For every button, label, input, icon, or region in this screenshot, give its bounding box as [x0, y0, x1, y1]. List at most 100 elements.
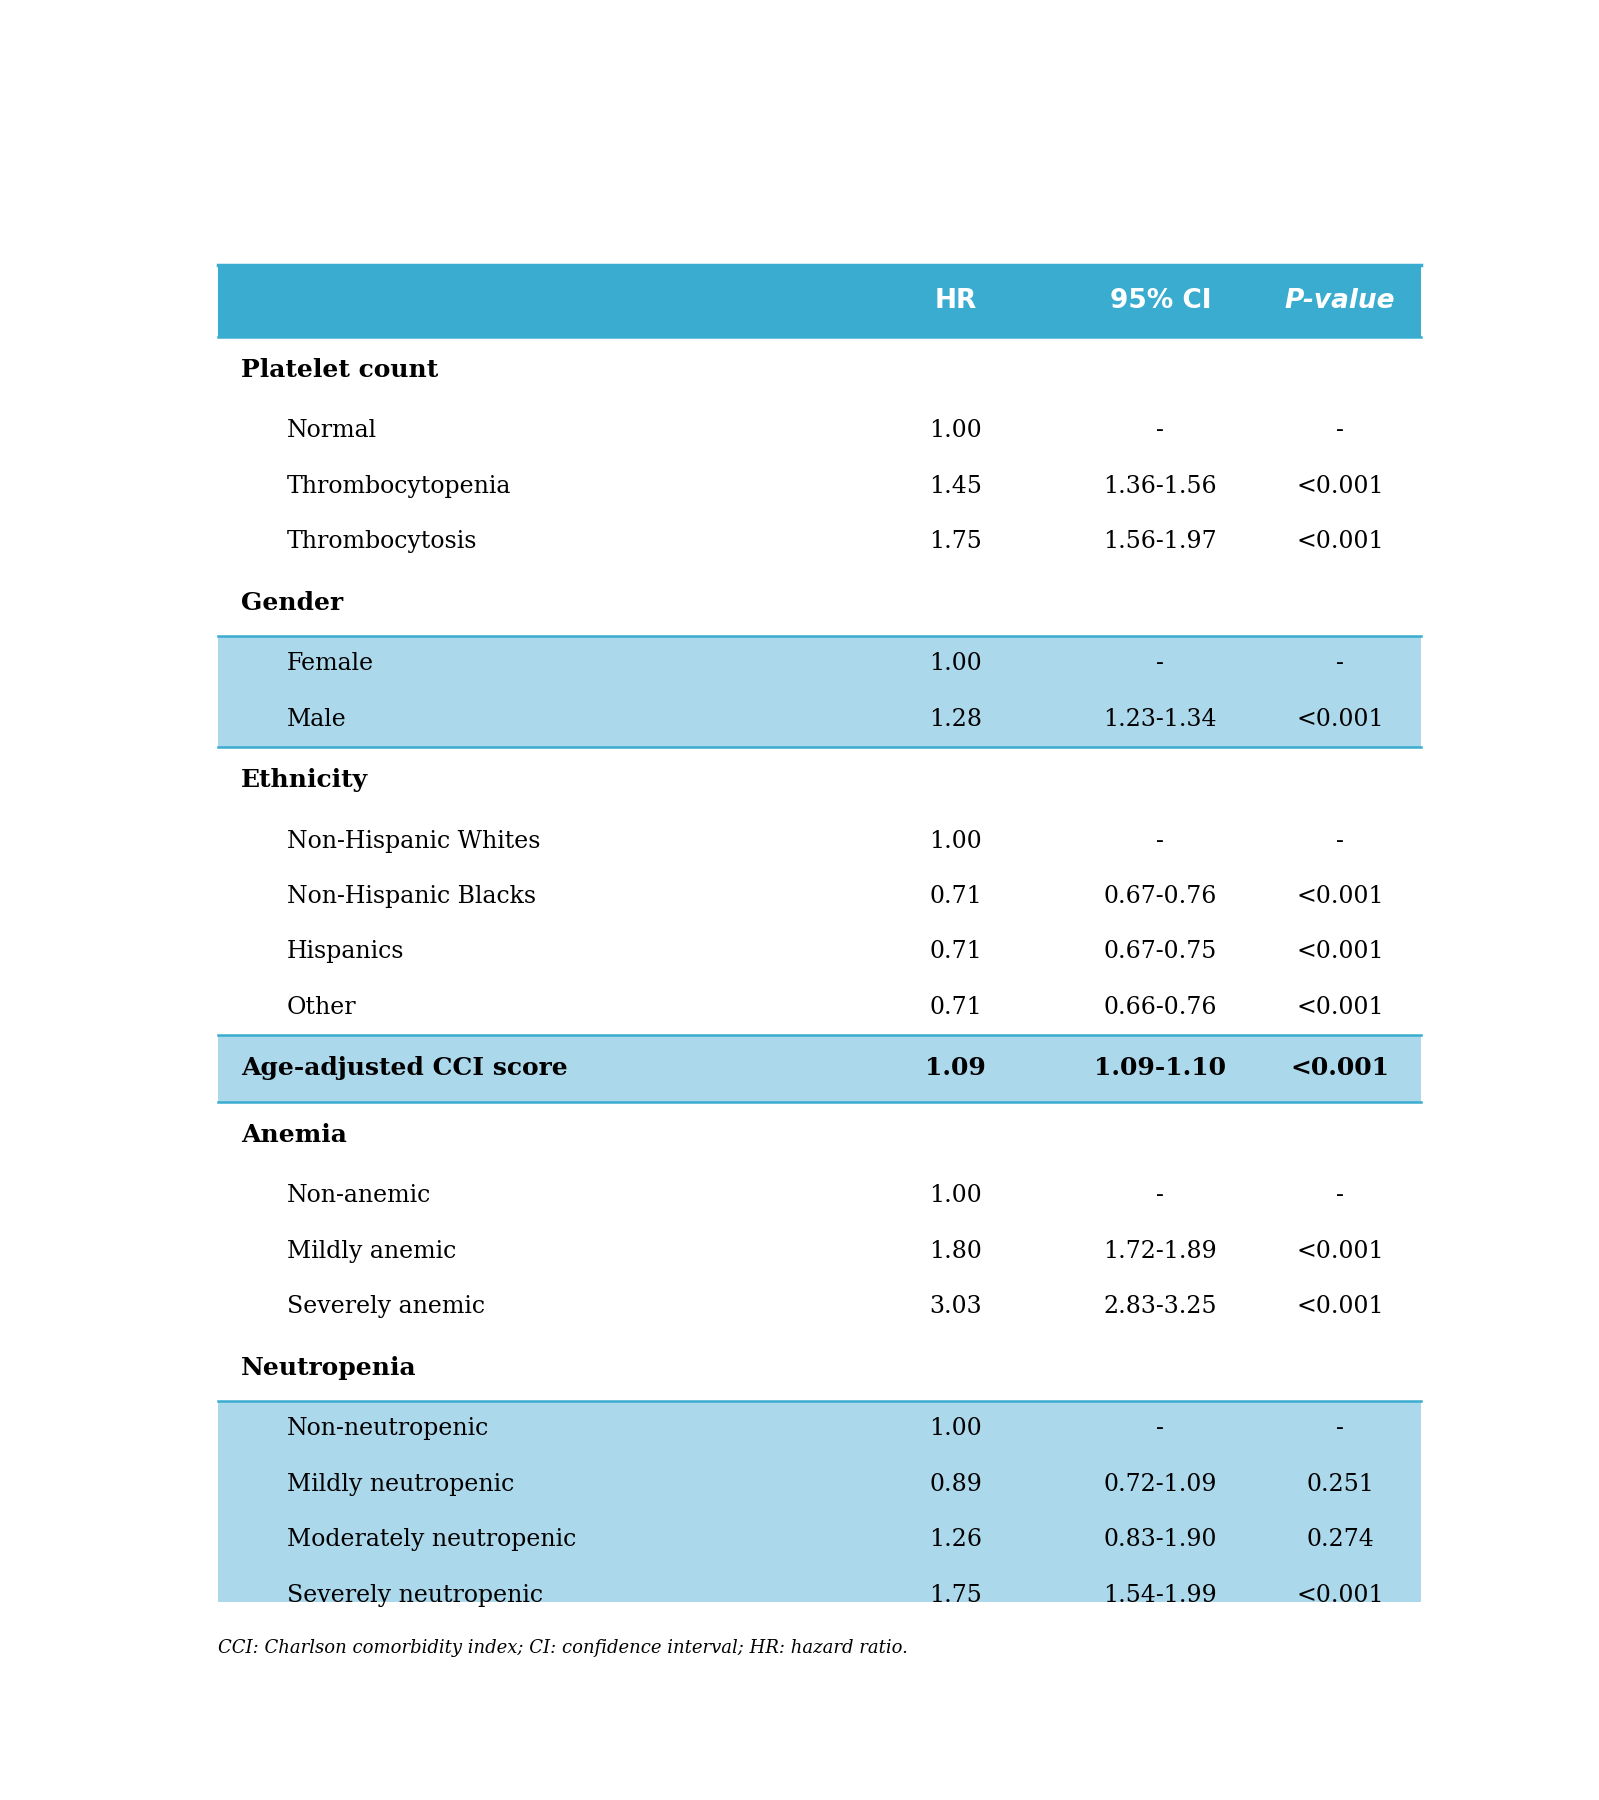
Text: CCI: Charlson comorbidity index; CI: confidence interval; HR: hazard ratio.: CCI: Charlson comorbidity index; CI: con… — [219, 1640, 908, 1658]
Bar — [219, 265, 1420, 337]
Text: 1.23-1.34: 1.23-1.34 — [1103, 707, 1217, 731]
Text: Anemia: Anemia — [241, 1123, 347, 1147]
Text: <0.001: <0.001 — [1297, 1240, 1383, 1264]
Text: Female: Female — [286, 652, 374, 675]
Text: 1.00: 1.00 — [929, 1417, 982, 1440]
Text: -: - — [1337, 1417, 1343, 1440]
Text: Hispanics: Hispanics — [286, 940, 405, 963]
Text: -: - — [1156, 830, 1164, 853]
Text: 0.89: 0.89 — [929, 1472, 982, 1496]
Text: 1.09-1.10: 1.09-1.10 — [1094, 1057, 1226, 1080]
Text: Non-anemic: Non-anemic — [286, 1184, 430, 1208]
Text: Normal: Normal — [286, 419, 377, 443]
Text: 1.56-1.97: 1.56-1.97 — [1103, 531, 1217, 553]
Text: -: - — [1337, 652, 1343, 675]
Text: Severely anemic: Severely anemic — [286, 1296, 484, 1318]
Text: -: - — [1337, 419, 1343, 443]
Text: <0.001: <0.001 — [1297, 707, 1383, 731]
Text: 1.09: 1.09 — [926, 1057, 987, 1080]
Text: -: - — [1156, 1417, 1164, 1440]
Bar — [219, 747, 1420, 814]
Bar — [219, 1280, 1420, 1334]
Text: <0.001: <0.001 — [1297, 886, 1383, 907]
Bar — [219, 337, 1420, 403]
Text: 1.26: 1.26 — [929, 1528, 982, 1552]
Text: Mildly neutropenic: Mildly neutropenic — [286, 1472, 513, 1496]
Bar — [219, 1224, 1420, 1280]
Text: <0.001: <0.001 — [1297, 995, 1383, 1019]
Bar — [219, 1400, 1420, 1456]
Bar — [219, 1035, 1420, 1102]
Bar — [219, 1102, 1420, 1168]
Text: 1.00: 1.00 — [929, 419, 982, 443]
Text: Thrombocytopenia: Thrombocytopenia — [286, 475, 512, 499]
Text: Non-Hispanic Blacks: Non-Hispanic Blacks — [286, 886, 536, 907]
Bar — [219, 569, 1420, 635]
Text: 0.72-1.09: 0.72-1.09 — [1103, 1472, 1217, 1496]
Text: 1.72-1.89: 1.72-1.89 — [1103, 1240, 1217, 1264]
Text: Gender: Gender — [241, 590, 342, 614]
Text: 0.251: 0.251 — [1306, 1472, 1374, 1496]
Bar — [219, 1168, 1420, 1224]
Text: -: - — [1337, 830, 1343, 853]
Text: 2.83-3.25: 2.83-3.25 — [1103, 1296, 1217, 1318]
Text: 1.00: 1.00 — [929, 830, 982, 853]
Bar — [219, 691, 1420, 747]
Text: -: - — [1337, 1184, 1343, 1208]
Text: -: - — [1156, 652, 1164, 675]
Text: Thrombocytosis: Thrombocytosis — [286, 531, 477, 553]
Text: HR: HR — [935, 288, 977, 313]
Text: 0.274: 0.274 — [1306, 1528, 1374, 1552]
Text: 1.75: 1.75 — [929, 531, 982, 553]
Bar — [219, 1334, 1420, 1400]
Text: -: - — [1156, 419, 1164, 443]
Bar — [219, 869, 1420, 923]
Text: 3.03: 3.03 — [929, 1296, 982, 1318]
Text: 1.54-1.99: 1.54-1.99 — [1103, 1584, 1217, 1607]
Bar — [219, 459, 1420, 515]
Text: Platelet count: Platelet count — [241, 358, 438, 382]
Text: 1.36-1.56: 1.36-1.56 — [1103, 475, 1217, 499]
Text: 1.00: 1.00 — [929, 652, 982, 675]
Text: 1.80: 1.80 — [929, 1240, 982, 1264]
Text: 0.83-1.90: 0.83-1.90 — [1103, 1528, 1217, 1552]
Text: Other: Other — [286, 995, 357, 1019]
Text: Ethnicity: Ethnicity — [241, 769, 368, 792]
Text: <0.001: <0.001 — [1290, 1057, 1390, 1080]
Text: 1.45: 1.45 — [929, 475, 982, 499]
Text: 0.67-0.76: 0.67-0.76 — [1103, 886, 1217, 907]
Text: Mildly anemic: Mildly anemic — [286, 1240, 456, 1264]
Text: Severely neutropenic: Severely neutropenic — [286, 1584, 542, 1607]
Bar — [219, 1512, 1420, 1568]
Bar — [219, 635, 1420, 691]
Text: 0.71: 0.71 — [929, 940, 982, 963]
Text: <0.001: <0.001 — [1297, 1584, 1383, 1607]
Text: 95% CI: 95% CI — [1110, 288, 1210, 313]
Text: 0.66-0.76: 0.66-0.76 — [1103, 995, 1217, 1019]
Text: -: - — [1156, 1184, 1164, 1208]
Bar — [219, 403, 1420, 459]
Text: Non-neutropenic: Non-neutropenic — [286, 1417, 489, 1440]
Text: P-value: P-value — [1284, 288, 1396, 313]
Text: <0.001: <0.001 — [1297, 531, 1383, 553]
Bar — [219, 515, 1420, 569]
Text: 1.28: 1.28 — [929, 707, 982, 731]
Bar — [219, 1568, 1420, 1624]
Text: Moderately neutropenic: Moderately neutropenic — [286, 1528, 576, 1552]
Text: <0.001: <0.001 — [1297, 475, 1383, 499]
Text: 0.71: 0.71 — [929, 995, 982, 1019]
Bar — [219, 923, 1420, 979]
Text: 1.00: 1.00 — [929, 1184, 982, 1208]
Text: Non-Hispanic Whites: Non-Hispanic Whites — [286, 830, 540, 853]
Text: Male: Male — [286, 707, 347, 731]
Text: 0.71: 0.71 — [929, 886, 982, 907]
Text: Age-adjusted CCI score: Age-adjusted CCI score — [241, 1057, 568, 1080]
Bar — [219, 979, 1420, 1035]
Text: Neutropenia: Neutropenia — [241, 1355, 416, 1381]
Text: <0.001: <0.001 — [1297, 1296, 1383, 1318]
Bar — [219, 1456, 1420, 1512]
Text: 1.75: 1.75 — [929, 1584, 982, 1607]
Text: <0.001: <0.001 — [1297, 940, 1383, 963]
Text: 0.67-0.75: 0.67-0.75 — [1103, 940, 1217, 963]
Bar — [219, 814, 1420, 869]
